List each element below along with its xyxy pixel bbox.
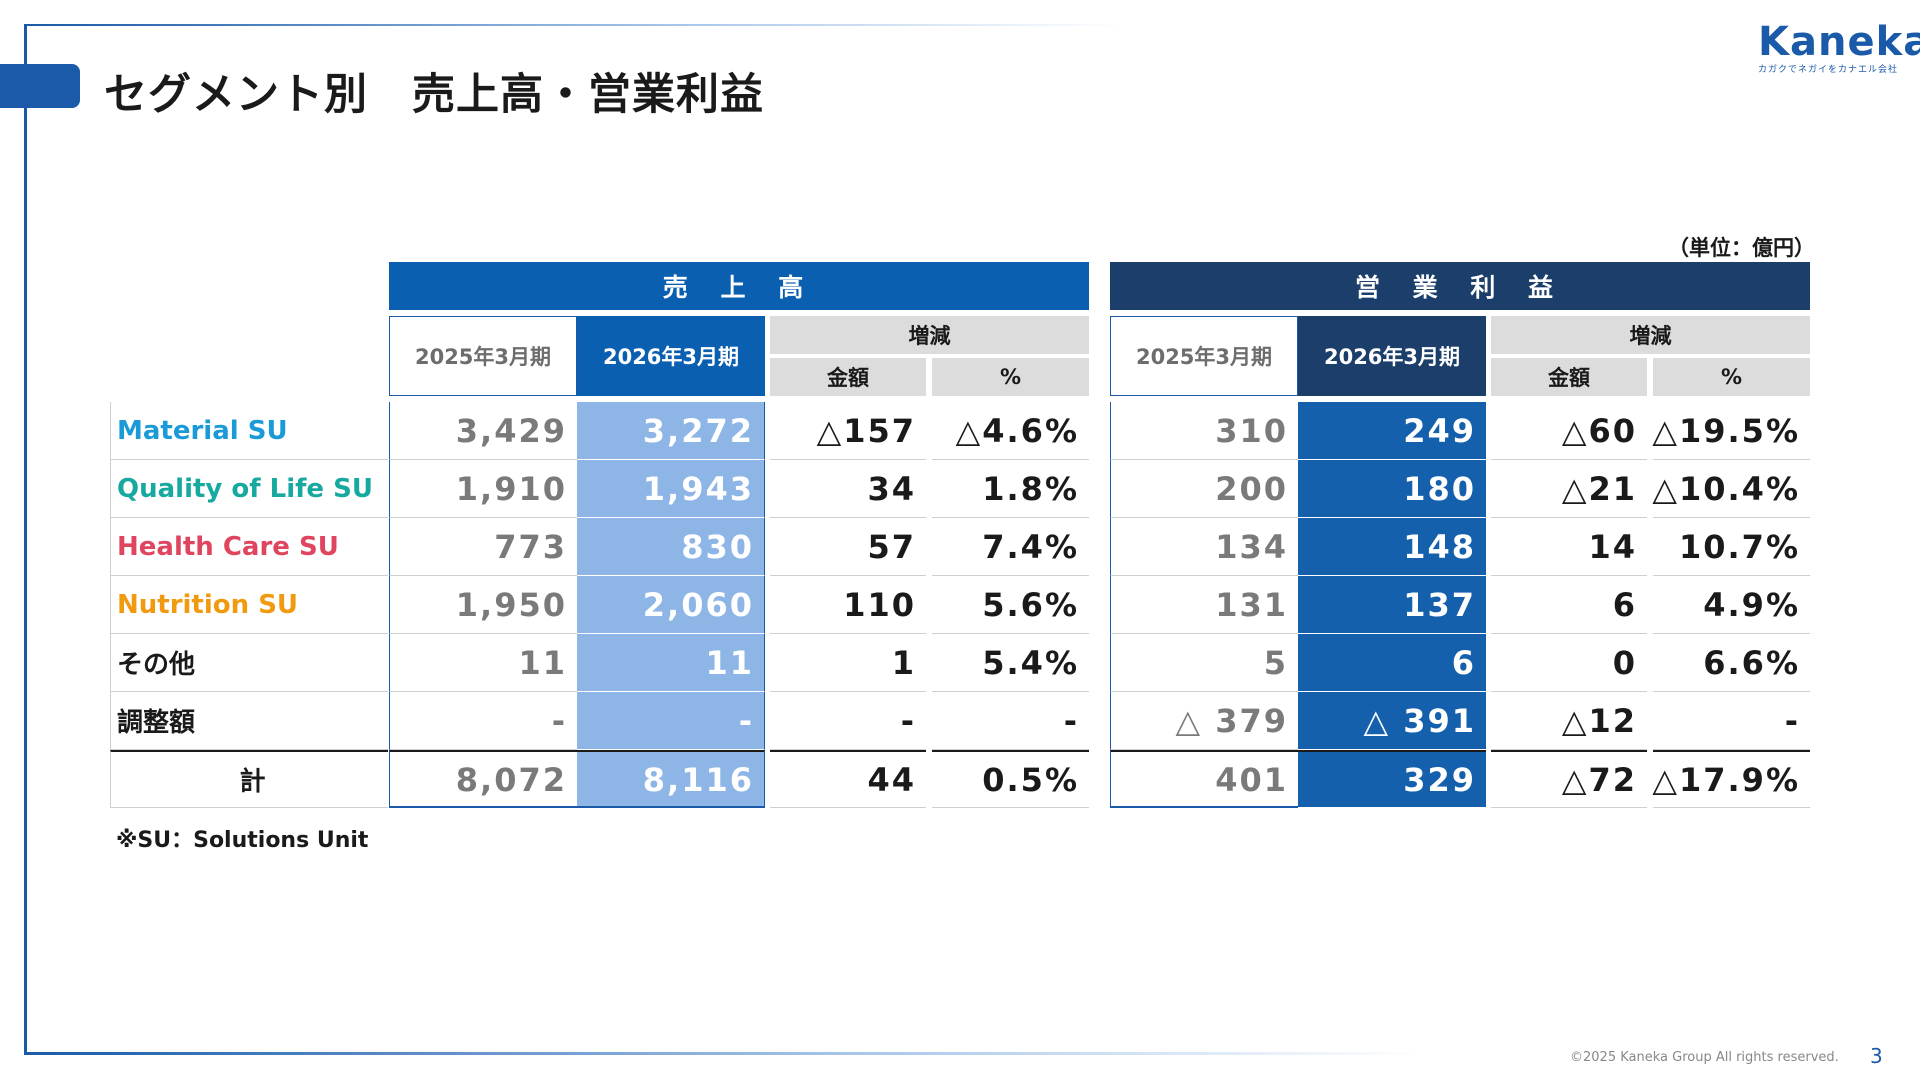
sales-change-pct: 1.8% bbox=[932, 460, 1089, 518]
op-change-amount: △72 bbox=[1491, 750, 1647, 808]
sales-cur-value: 830 bbox=[577, 518, 765, 576]
op-change-header: 増減 bbox=[1491, 316, 1810, 354]
op-change-pct: △17.9% bbox=[1652, 750, 1810, 808]
op-prev-value: 134 bbox=[1110, 518, 1298, 576]
sales-change-amount: 1 bbox=[770, 634, 926, 692]
op-change-amount: △60 bbox=[1491, 402, 1647, 460]
op-amount-header: 金額 bbox=[1491, 358, 1647, 396]
op-prev-value: 310 bbox=[1110, 402, 1298, 460]
title-accent-bar bbox=[0, 64, 80, 108]
op-prev-value: △ 379 bbox=[1110, 692, 1298, 750]
sales-block-bottom-border bbox=[389, 806, 765, 808]
segment-label: 調整額 bbox=[110, 692, 388, 750]
op-change-amount: △21 bbox=[1491, 460, 1647, 518]
sales-change-pct: 5.4% bbox=[932, 634, 1089, 692]
op-cur-value: 148 bbox=[1298, 518, 1486, 576]
op-change-pct: 6.6% bbox=[1653, 634, 1810, 692]
op-change-amount: 6 bbox=[1491, 576, 1647, 634]
copyright: ©2025 Kaneka Group All rights reserved. bbox=[1570, 1050, 1839, 1065]
sales-change-pct: 0.5% bbox=[932, 750, 1089, 808]
op-change-amount: 0 bbox=[1491, 634, 1647, 692]
sales-cur-value: 1,943 bbox=[577, 460, 765, 518]
sales-change-amount: 110 bbox=[770, 576, 926, 634]
segment-label: その他 bbox=[110, 634, 388, 692]
sales-cur-value: 8,116 bbox=[577, 750, 765, 808]
sales-prev-value: 3,429 bbox=[389, 402, 577, 460]
sales-change-amount: 34 bbox=[770, 460, 926, 518]
frame-left-line bbox=[24, 24, 27, 1054]
op-cur-year-header: 2026年3月期 bbox=[1298, 316, 1486, 396]
sales-cur-value: 3,272 bbox=[577, 402, 765, 460]
op-cur-value: △ 391 bbox=[1298, 692, 1486, 750]
sales-prev-value: 1,950 bbox=[389, 576, 577, 634]
op-change-amount: 14 bbox=[1491, 518, 1647, 576]
sales-change-pct: △4.6% bbox=[932, 402, 1089, 460]
sales-change-amount: △157 bbox=[770, 402, 926, 460]
sales-change-amount: - bbox=[770, 692, 926, 750]
footnote: ※SU：Solutions Unit bbox=[116, 828, 369, 853]
sales-pct-header: % bbox=[932, 358, 1089, 396]
page-title: セグメント別 売上高・営業利益 bbox=[104, 70, 764, 120]
op-cur-value: 6 bbox=[1298, 634, 1486, 692]
sales-change-pct: 5.6% bbox=[932, 576, 1089, 634]
op-profit-header: 営 業 利 益 bbox=[1110, 262, 1810, 310]
op-pct-header: % bbox=[1653, 358, 1810, 396]
op-change-pct: - bbox=[1653, 692, 1810, 750]
segment-label: Nutrition SU bbox=[110, 576, 388, 634]
op-prev-year-header: 2025年3月期 bbox=[1110, 316, 1298, 396]
sales-cur-value: 11 bbox=[577, 634, 765, 692]
sales-prev-value: 11 bbox=[389, 634, 577, 692]
sales-change-pct: - bbox=[932, 692, 1089, 750]
op-change-amount: △12 bbox=[1491, 692, 1647, 750]
sales-prev-value: 1,910 bbox=[389, 460, 577, 518]
op-block-bottom-border bbox=[1110, 806, 1298, 808]
logo-tagline: カガクでネガイをカナエル会社 bbox=[1758, 65, 1899, 75]
op-change-pct: △19.5% bbox=[1652, 402, 1810, 460]
op-prev-value: 5 bbox=[1110, 634, 1298, 692]
logo-wordmark: Kaneka bbox=[1758, 19, 1920, 65]
sales-change-amount: 44 bbox=[770, 750, 926, 808]
op-prev-value: 401 bbox=[1110, 750, 1298, 808]
sales-change-pct: 7.4% bbox=[932, 518, 1089, 576]
unit-note: （単位：億円） bbox=[1668, 236, 1815, 260]
op-change-pct: △10.4% bbox=[1652, 460, 1810, 518]
sales-prev-value: - bbox=[389, 692, 577, 750]
op-change-pct: 10.7% bbox=[1653, 518, 1810, 576]
frame-bottom-line bbox=[24, 1052, 1424, 1055]
op-change-pct: 4.9% bbox=[1653, 576, 1810, 634]
op-cur-value: 329 bbox=[1298, 750, 1486, 808]
sales-header: 売 上 高 bbox=[389, 262, 1089, 310]
sales-change-header: 増減 bbox=[770, 316, 1089, 354]
total-row-label: 計 bbox=[110, 750, 388, 808]
sales-prev-value: 8,072 bbox=[389, 750, 577, 808]
segment-label: Material SU bbox=[110, 402, 388, 460]
op-cur-value: 137 bbox=[1298, 576, 1486, 634]
sales-change-amount: 57 bbox=[770, 518, 926, 576]
segment-label: Health Care SU bbox=[110, 518, 388, 576]
page-number: 3 bbox=[1870, 1044, 1883, 1068]
op-cur-value: 180 bbox=[1298, 460, 1486, 518]
segment-label: Quality of Life SU bbox=[110, 460, 388, 518]
op-prev-value: 200 bbox=[1110, 460, 1298, 518]
kaneka-logo: Kaneka カガクでネガイをカナエル会社 bbox=[1758, 19, 1920, 80]
sales-cur-value: 2,060 bbox=[577, 576, 765, 634]
op-cur-value: 249 bbox=[1298, 402, 1486, 460]
sales-prev-value: 773 bbox=[389, 518, 577, 576]
sales-cur-value: - bbox=[577, 692, 765, 750]
sales-prev-year-header: 2025年3月期 bbox=[389, 316, 577, 396]
sales-amount-header: 金額 bbox=[770, 358, 926, 396]
sales-cur-year-header: 2026年3月期 bbox=[577, 316, 765, 396]
frame-top-line bbox=[24, 24, 1124, 26]
op-prev-value: 131 bbox=[1110, 576, 1298, 634]
